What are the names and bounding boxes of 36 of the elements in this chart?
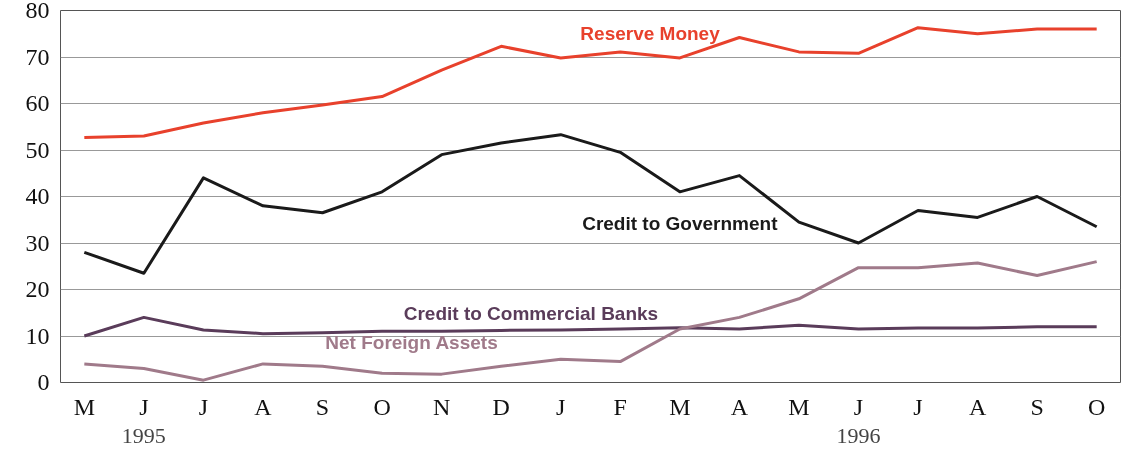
x-tick-label: D	[492, 393, 510, 420]
y-tick-label: 70	[25, 43, 50, 70]
series-label: Credit to Commercial Banks	[403, 303, 659, 325]
y-tick-label: 20	[25, 276, 50, 302]
x-tick-label: J	[139, 393, 149, 420]
x-tick-label: O	[373, 393, 391, 420]
line-series	[82, 260, 1099, 382]
line-series	[82, 133, 1099, 275]
series-label: Credit to Government	[582, 212, 779, 234]
series-label: Net Foreign Assets	[325, 332, 498, 354]
line-series	[82, 26, 1099, 139]
series-label: Reserve Money	[580, 22, 721, 44]
y-tick-label: 40	[25, 183, 50, 209]
y-tick-label: 0	[37, 369, 50, 395]
x-tick-label: M	[669, 393, 691, 420]
x-tick-label: N	[432, 393, 451, 420]
x-tick-label: J	[198, 393, 209, 420]
y-tick-label: 30	[25, 229, 50, 256]
x-tick-label: S	[315, 393, 330, 420]
y-tick-label: 10	[25, 322, 50, 349]
x-tick-label: S	[1030, 393, 1044, 420]
y-tick-label: 50	[25, 136, 50, 163]
text: 1996	[836, 422, 881, 448]
x-tick-label: J	[556, 393, 566, 420]
x-tick-label: A	[968, 393, 987, 420]
x-tick-label: A	[254, 393, 273, 420]
text: 1995	[121, 422, 166, 448]
y-tick-label: 80	[25, 0, 50, 23]
x-tick-label: J	[913, 393, 923, 420]
x-tick-label: A	[730, 393, 749, 420]
y-tick-label: 60	[25, 90, 50, 116]
x-tick-label: J	[853, 393, 864, 420]
x-tick-label: M	[788, 393, 810, 420]
x-tick-label: F	[613, 393, 627, 420]
x-tick-label: O	[1088, 393, 1106, 420]
x-tick-label: M	[73, 393, 95, 420]
